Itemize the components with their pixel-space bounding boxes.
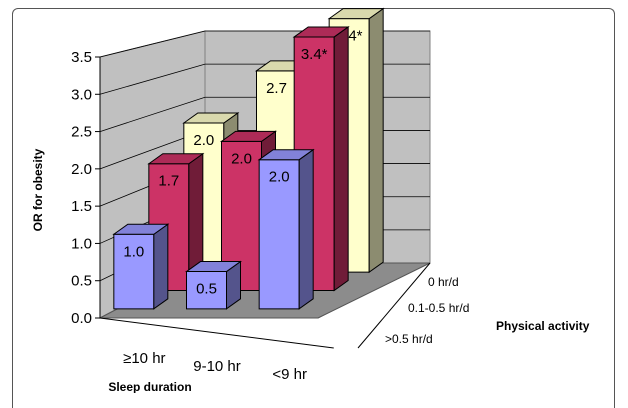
bar-side (368, 7, 384, 274)
series-label: 0.1-0.5 hr/d (408, 301, 469, 315)
y-axis-title: OR for obesity (31, 148, 45, 231)
y-tick-label: 2.0 (71, 161, 92, 178)
series-label: 0 hr/d (428, 275, 459, 289)
series-label: >0.5 hr/d (385, 332, 433, 346)
bar-top (292, 26, 350, 38)
x-tick-label: 9-10 hr (193, 358, 241, 375)
data-label: 2.7 (266, 80, 287, 97)
data-label: 1.0 (123, 243, 144, 260)
chart-frame (12, 8, 615, 408)
bar-side (153, 223, 169, 310)
y-tick-label: 3.5 (71, 49, 92, 66)
bar-0-2 (257, 148, 315, 310)
bar-0-0 (112, 223, 170, 310)
data-label: 0.5 (196, 281, 217, 298)
bar-top (182, 112, 240, 124)
data-label: 2.0 (269, 169, 290, 186)
depth-axis-title: Physical activity (496, 319, 590, 333)
bar-top (257, 149, 315, 161)
y-tick-label: 0.5 (71, 273, 92, 290)
data-label: 1.7 (158, 173, 179, 190)
data-label: 2.0 (231, 150, 252, 167)
x-axis (99, 317, 334, 349)
bar-side (298, 148, 314, 310)
bar-side (333, 25, 349, 292)
bar-top (184, 261, 243, 273)
y-tick-label: 1.0 (71, 235, 92, 252)
y-tick-label: 0.0 (71, 310, 92, 327)
bar-top (327, 8, 385, 20)
data-label: 3.4* (301, 46, 328, 63)
y-tick-label: 3.0 (71, 86, 92, 103)
bar-top (147, 153, 205, 165)
bar-0-1 (184, 260, 243, 310)
bar-top (112, 223, 170, 235)
x-tick-label: <9 hr (272, 366, 307, 383)
x-tick-label: ≥10 hr (123, 350, 165, 367)
depth-axis (357, 262, 431, 349)
chart: 0.0 0.5 1.0 1.5 2.0 2.5 3.0 3.5 2.0 2.7 3.4* 1.7 2.0… (31, 7, 590, 393)
bar-top (219, 130, 278, 142)
data-label: 2.0 (193, 132, 214, 149)
x-axis-title: Sleep duration (108, 380, 191, 393)
y-tick-label: 2.5 (71, 124, 92, 141)
y-tick-label: 1.5 (71, 198, 92, 215)
